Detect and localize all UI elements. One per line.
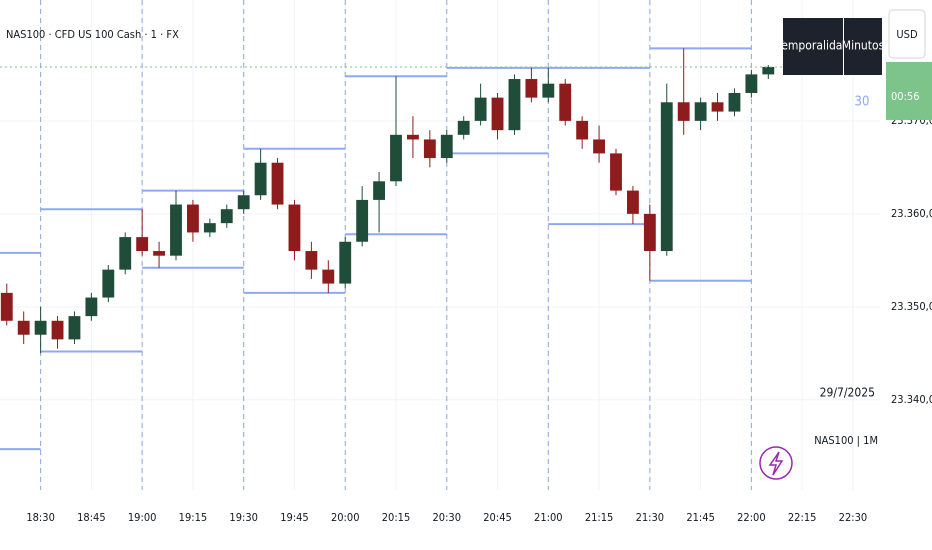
candle-body <box>457 120 470 135</box>
interval-label[interactable]: Temporalidad <box>776 39 850 53</box>
alert-icon[interactable] <box>759 446 793 480</box>
unit-label[interactable]: Minutos <box>842 39 885 53</box>
candle-body <box>711 102 724 112</box>
candles <box>0 48 775 354</box>
candle-body <box>390 134 402 182</box>
y-tick-label: 23.360,00 <box>891 207 932 220</box>
candle-body <box>51 320 64 340</box>
price-box <box>886 61 932 120</box>
candle-body <box>576 120 589 140</box>
candle-body <box>627 190 639 214</box>
candle-body <box>187 204 199 233</box>
candle-body <box>85 297 98 317</box>
candle-body <box>271 162 284 205</box>
candle-body <box>728 92 741 112</box>
candle-body <box>542 83 555 98</box>
candle-body <box>491 97 504 131</box>
y-tick-label: 23.350,00 <box>891 300 932 313</box>
candle-body <box>373 181 385 200</box>
candle-body <box>339 241 352 284</box>
candle-body <box>322 269 335 284</box>
x-tick-label: 22:15 <box>788 511 817 524</box>
x-tick-label: 18:30 <box>26 511 55 524</box>
x-tick-label: 22:30 <box>839 511 868 524</box>
y-tick-label: 23.340,00 <box>891 393 932 406</box>
symbol-interval: NAS100 | 1M <box>814 434 878 447</box>
candle-body <box>423 139 436 159</box>
candle-body <box>170 204 182 256</box>
x-tick-label: 20:00 <box>331 511 360 524</box>
currency-label[interactable]: USD <box>896 28 918 41</box>
x-tick-label: 21:45 <box>686 511 715 524</box>
x-tick-label: 21:30 <box>636 511 665 524</box>
candle-body <box>237 195 250 210</box>
candle-body <box>17 320 30 335</box>
candle-body <box>119 237 132 270</box>
candle-body <box>643 213 656 252</box>
candle-body <box>440 134 453 159</box>
candle-body <box>305 251 318 270</box>
chart-title: NAS100 · CFD US 100 Cash · 1 · FX <box>6 28 179 41</box>
x-tick-label: 21:00 <box>534 511 563 524</box>
currency-button[interactable] <box>888 9 926 59</box>
candle-body <box>677 102 690 121</box>
countdown: 00:56 <box>891 90 920 103</box>
candle-body <box>694 102 707 121</box>
x-tick-label: 20:45 <box>483 511 512 524</box>
candle-body <box>220 209 233 224</box>
candle-body <box>34 320 47 335</box>
candle-body <box>508 79 521 131</box>
range-label: 30 <box>855 95 870 110</box>
candle-body <box>474 97 487 121</box>
x-tick-label: 21:15 <box>585 511 614 524</box>
candle-body <box>102 269 115 298</box>
candle-body <box>136 237 149 252</box>
candle-body <box>407 134 419 140</box>
date-label: 29/7/2025 <box>820 386 875 400</box>
candle-body <box>288 204 301 252</box>
candle-body <box>525 79 538 98</box>
candle-body <box>153 251 165 256</box>
candle-body <box>762 66 775 75</box>
candle-body <box>610 153 622 191</box>
x-tick-label: 22:00 <box>737 511 766 524</box>
candle-body <box>356 199 369 242</box>
candle-body <box>745 74 758 93</box>
lightning <box>768 451 784 476</box>
candle-body <box>660 102 673 252</box>
candle-body <box>254 162 267 196</box>
unit-button[interactable] <box>844 18 882 75</box>
x-tick-label: 20:30 <box>433 511 462 524</box>
x-tick-label: 20:15 <box>382 511 411 524</box>
x-tick-label: 19:45 <box>280 511 309 524</box>
candle-body <box>203 223 216 233</box>
candle-body <box>559 83 572 121</box>
candle-body <box>593 139 605 154</box>
candle-body <box>68 316 81 340</box>
candle-body <box>0 292 13 321</box>
x-tick-label: 19:30 <box>229 511 258 524</box>
x-tick-label: 19:15 <box>179 511 208 524</box>
interval-button[interactable] <box>783 18 843 75</box>
x-tick-label: 18:45 <box>77 511 106 524</box>
x-tick-label: 19:00 <box>128 511 157 524</box>
